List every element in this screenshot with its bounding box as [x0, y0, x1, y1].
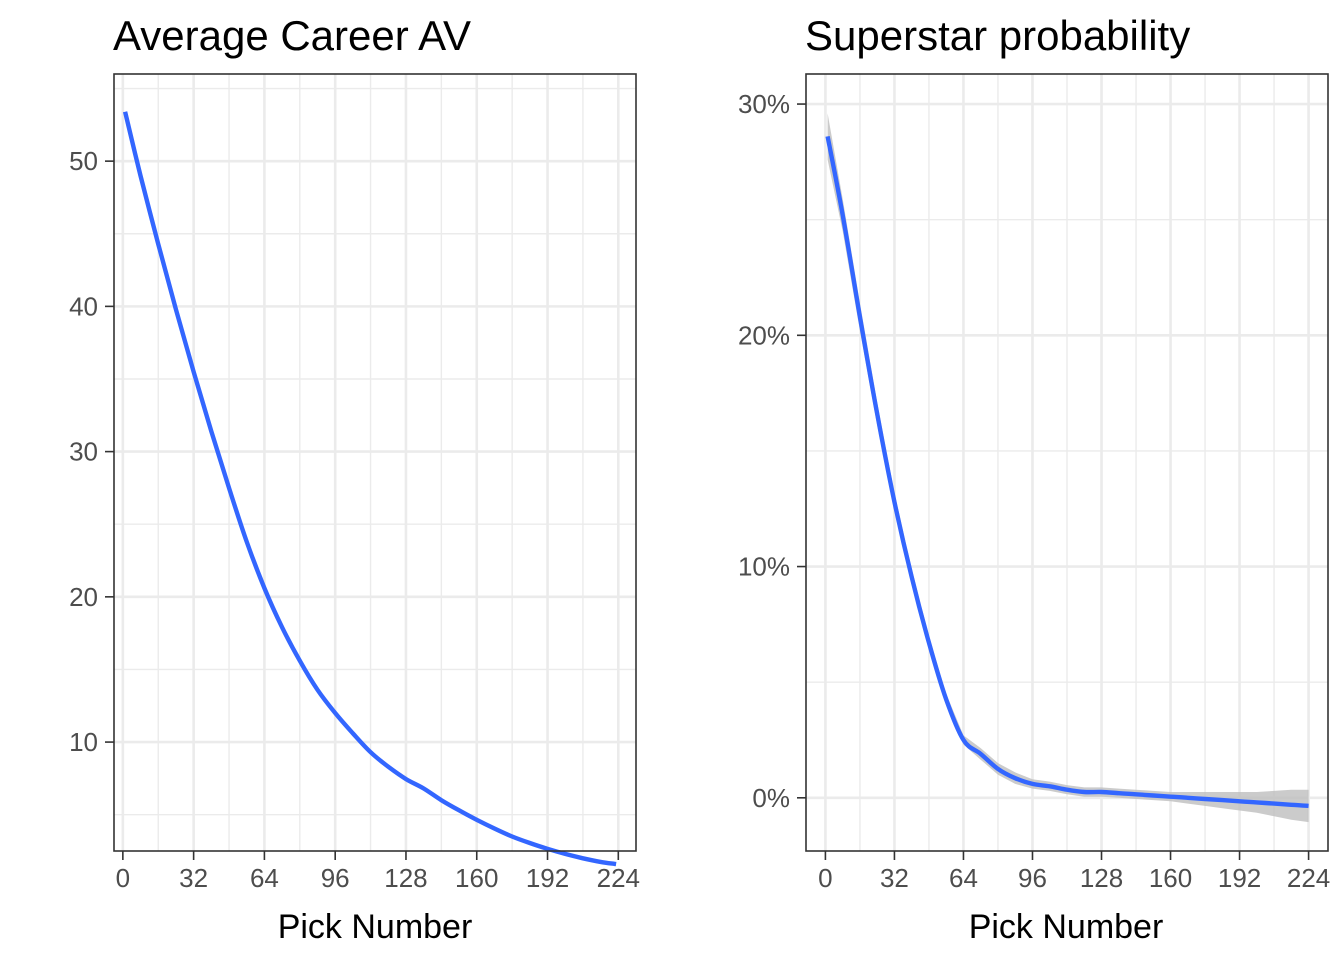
- panel-1-background: [114, 74, 636, 851]
- panel-1-plot-area: 0 32 64 96 128 160 192 224 10 20 30 40 50: [69, 73, 640, 893]
- panel-2-x-tick-label: 32: [880, 863, 909, 893]
- panel-1-y-tick-label: 40: [69, 291, 98, 321]
- panel-1-x-tick-label: 192: [526, 863, 569, 893]
- panel-1-x-tick-label: 32: [179, 863, 208, 893]
- panel-1-series-line: [122, 111, 617, 867]
- panel-1-x-axis-label: Pick Number: [278, 908, 473, 946]
- panel-1-x-tick-label: 128: [384, 863, 427, 893]
- panel-2-y-tick-label: 0%: [752, 783, 790, 813]
- panel-average-career-av: Average Career AV 0 32 64 96 128 160 192 224 10 2…: [69, 12, 640, 946]
- panel-2-x-tick-label: 160: [1149, 863, 1192, 893]
- panel-1-y-tick-label: 10: [69, 727, 98, 757]
- panel-superstar-probability: Superstar probability 0 32 64 96 128 160 192 22…: [738, 12, 1330, 946]
- panel-2-plot-area: 0 32 64 96 128 160 192 224 0% 10% 20% 30%: [738, 73, 1330, 893]
- panel-2-x-tick-label: 64: [949, 863, 978, 893]
- panel-2-x-tick-label: 0: [818, 863, 832, 893]
- panel-2-title: Superstar probability: [805, 12, 1190, 59]
- panel-2-border: [805, 73, 1329, 852]
- panel-2-x-tick-label: 224: [1287, 863, 1330, 893]
- panel-1-border: [113, 73, 637, 852]
- panel-1-x-tick-label: 160: [455, 863, 498, 893]
- panel-1-x-tick-label: 224: [597, 863, 640, 893]
- panel-2-x-axis-label: Pick Number: [969, 908, 1164, 946]
- panel-1-y-tick-label: 50: [69, 146, 98, 176]
- panel-2-series-line: [825, 135, 1309, 809]
- panel-1-y-tick-label: 30: [69, 437, 98, 467]
- panel-2-x-tick-label: 128: [1080, 863, 1123, 893]
- panel-2-y-tick-label: 30%: [738, 89, 790, 119]
- panel-2-x-tick-label: 96: [1018, 863, 1047, 893]
- panel-2-y-tick-label: 10%: [738, 552, 790, 582]
- panel-2-y-tick-label: 20%: [738, 320, 790, 350]
- panel-1-title: Average Career AV: [113, 12, 471, 59]
- panel-1-x-tick-label: 96: [321, 863, 350, 893]
- panel-2-x-tick-label: 192: [1218, 863, 1261, 893]
- panel-1-x-tick-label: 64: [250, 863, 279, 893]
- panel-1-x-tick-label: 0: [116, 863, 130, 893]
- panel-1-y-tick-label: 20: [69, 582, 98, 612]
